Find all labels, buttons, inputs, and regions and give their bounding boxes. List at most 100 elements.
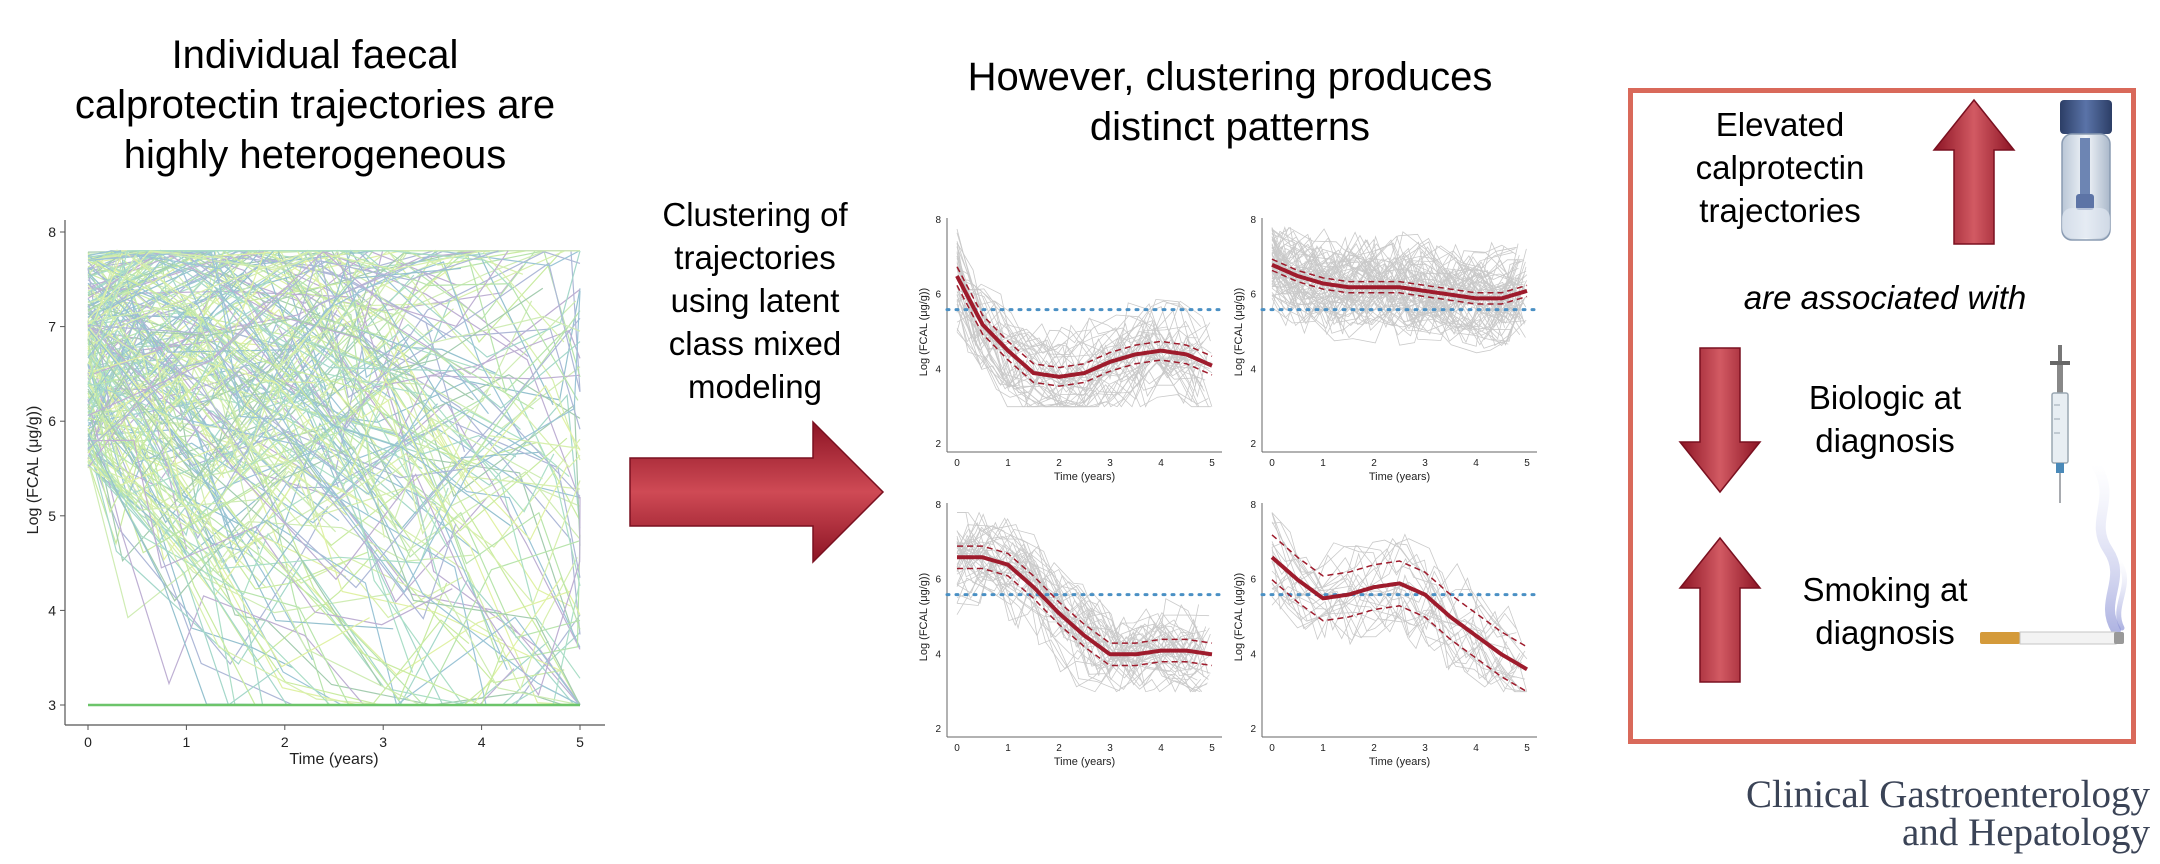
individual-trajectory bbox=[956, 548, 1208, 693]
x-tick-label: 5 bbox=[1524, 458, 1530, 469]
trajectory-line bbox=[87, 267, 461, 353]
individual-trajectory bbox=[956, 275, 1198, 404]
y-tick-label: 6 bbox=[935, 575, 941, 586]
trajectory-line bbox=[87, 460, 473, 619]
trajectory-line bbox=[87, 250, 384, 340]
individual-trajectory bbox=[1271, 575, 1516, 685]
trajectory-line bbox=[87, 396, 414, 673]
elevated-line-2: calprotectin bbox=[1695, 149, 1865, 186]
y-tick-label: 5 bbox=[48, 508, 56, 524]
trajectory-line bbox=[87, 249, 581, 630]
individual-trajectory bbox=[1271, 228, 1505, 296]
individual-trajectory bbox=[956, 242, 1193, 355]
individual-trajectory bbox=[1271, 226, 1517, 302]
x-tick-label: 1 bbox=[1005, 743, 1011, 754]
individual-trajectory bbox=[956, 570, 1207, 690]
individual-trajectory bbox=[1271, 521, 1517, 641]
individual-trajectory bbox=[1271, 236, 1506, 298]
x-axis-title: Time (years) bbox=[1054, 471, 1115, 483]
individual-trajectory bbox=[1271, 573, 1522, 675]
individual-trajectory bbox=[1271, 236, 1519, 293]
y-tick-label: 4 bbox=[935, 364, 941, 375]
biologic-line-1: Biologic at bbox=[1808, 379, 1962, 416]
method-line-1: Clustering of bbox=[662, 196, 848, 233]
left-title-line-3: highly heterogeneous bbox=[123, 133, 507, 177]
trajectory-line bbox=[87, 250, 336, 371]
trajectory-line bbox=[87, 269, 511, 527]
individual-trajectory bbox=[956, 524, 1211, 674]
x-tick-label: 1 bbox=[1320, 458, 1326, 469]
individual-trajectory bbox=[956, 524, 1207, 645]
association-summary-panel bbox=[1628, 88, 2136, 744]
associated-with-text: are associated with bbox=[1743, 279, 2027, 316]
individual-trajectory bbox=[956, 559, 1201, 693]
x-axis-title: Time (years) bbox=[1369, 471, 1430, 483]
individual-trajectory bbox=[1271, 521, 1517, 644]
journal-logo: Clinical Gastroenterology and Hepatology bbox=[1700, 775, 2150, 852]
y-tick-label: 8 bbox=[1250, 215, 1256, 226]
y-axis-title: Log (FCAL (μg/g)) bbox=[918, 288, 930, 376]
individual-trajectory bbox=[956, 328, 1195, 408]
x-tick-label: 3 bbox=[1422, 458, 1428, 469]
elevated-line-1: Elevated bbox=[1715, 106, 1845, 143]
individual-trajectory bbox=[1271, 280, 1524, 346]
method-line-4: class mixed bbox=[668, 325, 842, 362]
x-tick-label: 2 bbox=[281, 734, 289, 750]
trajectory-line bbox=[87, 250, 581, 648]
trajectory-line bbox=[87, 310, 581, 543]
trajectory-line bbox=[87, 439, 453, 626]
x-tick-label: 5 bbox=[1524, 743, 1530, 754]
x-tick-label: 3 bbox=[1422, 743, 1428, 754]
individual-trajectory bbox=[1271, 543, 1521, 670]
individual-trajectory bbox=[956, 530, 1209, 676]
y-tick-label: 6 bbox=[935, 290, 941, 301]
elevated-line-3: trajectories bbox=[1699, 192, 1861, 229]
trajectory-line bbox=[87, 411, 580, 706]
y-tick-label: 4 bbox=[935, 649, 941, 660]
individual-trajectory bbox=[1271, 261, 1526, 347]
trajectory-line bbox=[87, 250, 509, 417]
trajectory-line bbox=[87, 312, 321, 486]
individual-trajectory bbox=[956, 300, 1197, 408]
individual-trajectory bbox=[1271, 252, 1512, 309]
individual-trajectory bbox=[956, 263, 1208, 408]
trajectory-line bbox=[87, 454, 280, 706]
cluster-panel-4: 8 6 4 2 0 1 2 3 4 5 Time (years) Log (FCAL (μg/g)) bbox=[1233, 500, 1539, 768]
individual-trajectory bbox=[1271, 245, 1523, 330]
individual-trajectory bbox=[956, 534, 1205, 670]
y-tick-label: 3 bbox=[48, 697, 56, 713]
x-tick-label: 0 bbox=[954, 743, 960, 754]
y-tick-label: 6 bbox=[1250, 290, 1256, 301]
y-axis-title: Log (FCAL (μg/g)) bbox=[25, 406, 42, 535]
individual-trajectory bbox=[956, 289, 1213, 408]
stool-sample-tube-icon bbox=[2060, 100, 2112, 241]
upper-ci-line bbox=[1271, 534, 1528, 648]
individual-trajectory bbox=[956, 541, 1191, 687]
individual-trajectory bbox=[956, 286, 1194, 402]
trajectory-line bbox=[87, 374, 581, 706]
trajectory-line bbox=[87, 366, 448, 702]
trajectory-line bbox=[87, 261, 489, 496]
up-arrow-icon bbox=[1932, 98, 2016, 245]
individual-trajectory bbox=[1271, 271, 1521, 346]
individual-trajectory bbox=[1271, 250, 1520, 310]
individual-trajectory bbox=[1271, 289, 1524, 344]
smoking-line-1: Smoking at bbox=[1802, 571, 1968, 608]
individual-trajectory bbox=[1271, 241, 1527, 299]
x-tick-label: 5 bbox=[1209, 743, 1215, 754]
x-tick-label: 2 bbox=[1371, 743, 1377, 754]
individual-trajectory bbox=[1271, 548, 1520, 669]
x-tick-label: 1 bbox=[183, 734, 191, 750]
y-axis-title: Log (FCAL (μg/g)) bbox=[1233, 573, 1245, 661]
trajectory-line bbox=[87, 298, 407, 582]
individual-trajectory bbox=[956, 255, 1208, 369]
individual-trajectory bbox=[1271, 513, 1510, 637]
big-right-arrow-icon bbox=[629, 420, 885, 564]
elevated-trajectories-label: Elevated calprotectin trajectories bbox=[1665, 103, 1895, 232]
trajectory-line bbox=[87, 339, 400, 497]
individual-trajectory bbox=[1271, 242, 1523, 287]
lower-ci-line bbox=[957, 567, 1213, 667]
y-tick-label: 2 bbox=[935, 724, 941, 735]
x-axis-title: Time (years) bbox=[289, 751, 378, 768]
individual-trajectory bbox=[956, 521, 1207, 672]
